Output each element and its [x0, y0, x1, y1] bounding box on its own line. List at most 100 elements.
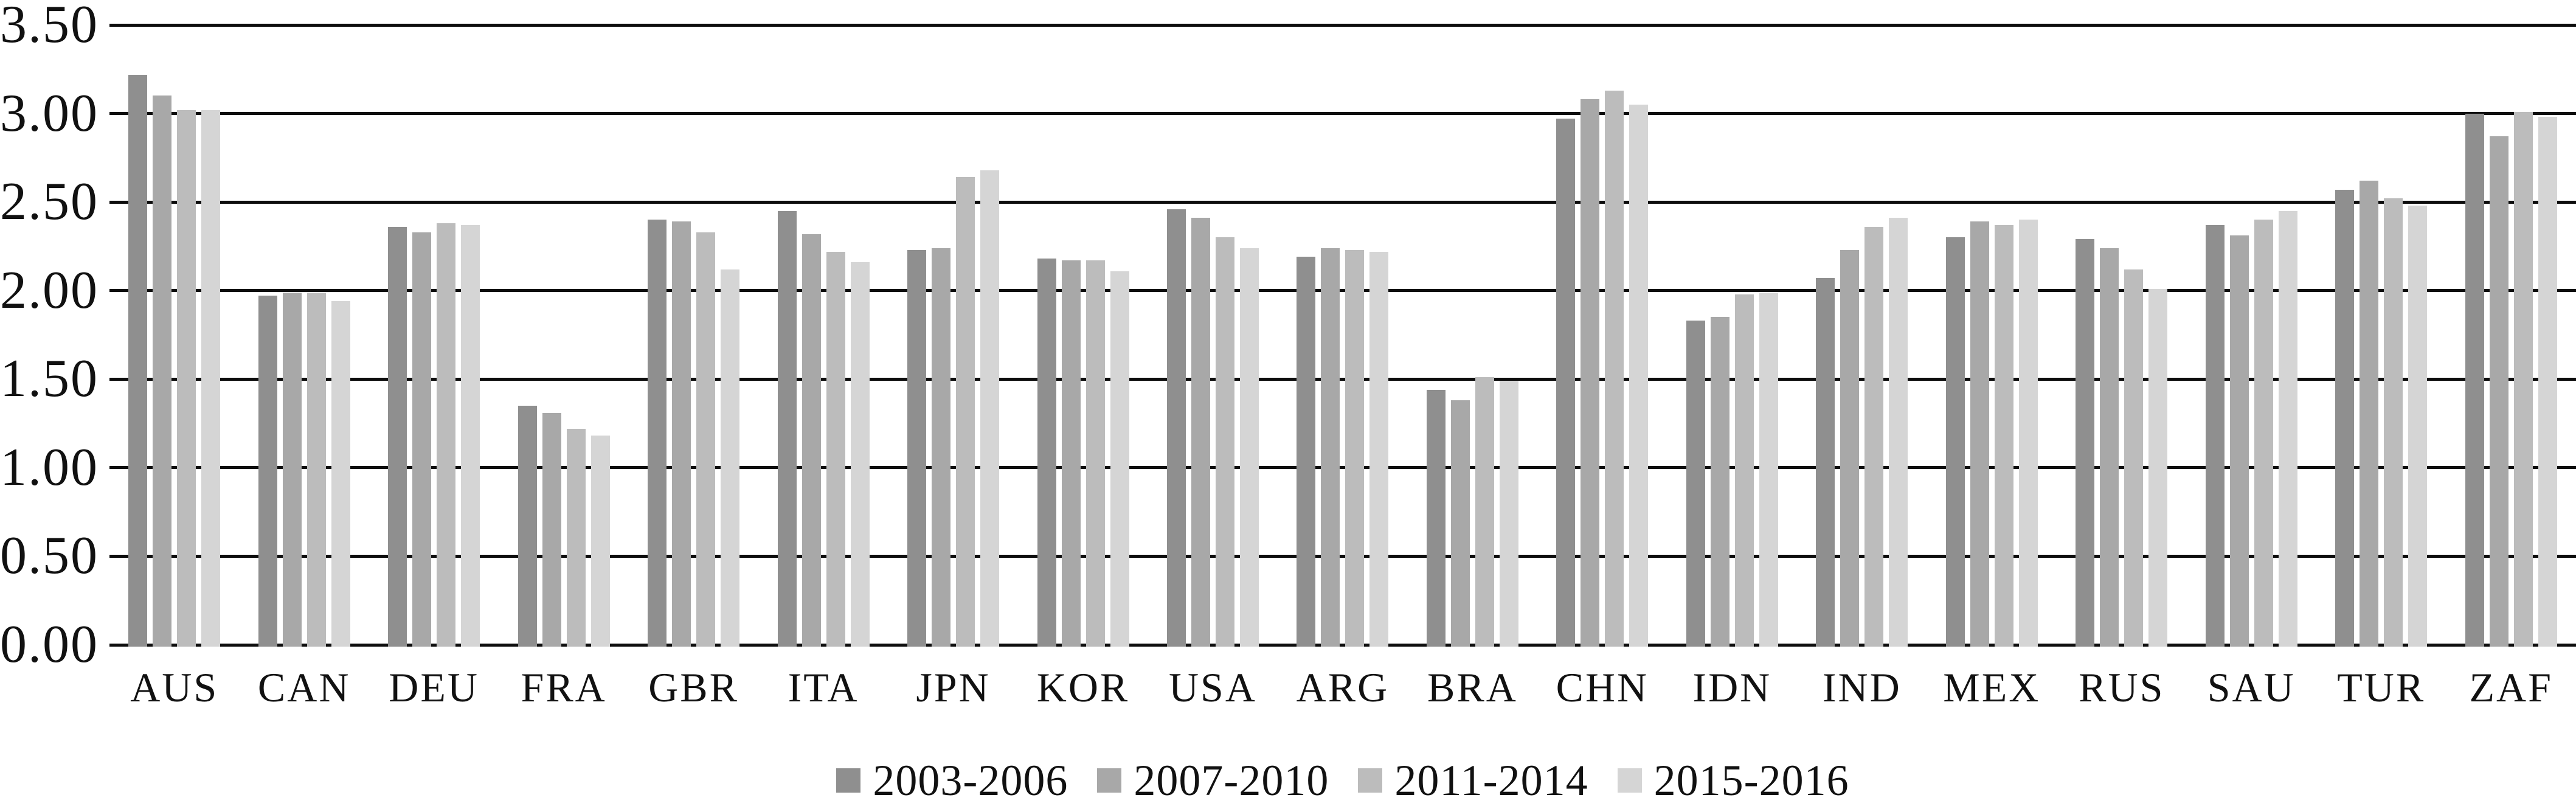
- x-tick-label-GBR: GBR: [648, 664, 739, 710]
- legend-item-2003-2006: 2003-2006: [836, 756, 1068, 805]
- bar-DEU-2003-2006: [388, 226, 407, 647]
- bar-TUR-2003-2006: [2335, 189, 2355, 647]
- bar-group-GBR: [629, 0, 758, 647]
- bar-CHN-2011-2014: [1605, 90, 1624, 647]
- x-tick-label-CAN: CAN: [257, 664, 351, 710]
- bar-AUS-2011-2014: [177, 109, 196, 647]
- x-tick-label-DEU: DEU: [389, 664, 480, 710]
- bar-CAN-2007-2010: [282, 292, 302, 647]
- bar-TUR-2007-2010: [2360, 181, 2379, 647]
- legend-swatch-icon: [836, 768, 861, 793]
- legend-item-2007-2010: 2007-2010: [1097, 756, 1329, 805]
- bar-BRA-2011-2014: [1475, 377, 1494, 647]
- bar-CHN-2003-2006: [1556, 119, 1576, 647]
- bar-CAN-2003-2006: [258, 296, 277, 647]
- bar-ITA-2003-2006: [777, 210, 797, 647]
- bar-KOR-2011-2014: [1085, 260, 1105, 647]
- x-tick-label-JPN: JPN: [916, 664, 991, 710]
- legend-swatch-icon: [1617, 768, 1642, 793]
- gridline-3.50: [109, 23, 2576, 27]
- bar-JPN-2011-2014: [956, 177, 975, 647]
- gridline-2.50: [109, 200, 2576, 204]
- bar-IDN-2015-2016: [1759, 292, 1778, 647]
- gridline-2.00: [109, 289, 2576, 293]
- bar-group-ARG: [1278, 0, 1407, 647]
- bar-group-AUS: [109, 0, 239, 647]
- x-tick-label-BRA: BRA: [1427, 664, 1518, 710]
- bar-CAN-2015-2016: [331, 301, 350, 647]
- bar-ARG-2011-2014: [1345, 249, 1365, 647]
- bar-RUS-2003-2006: [2076, 239, 2095, 647]
- bar-RUS-2011-2014: [2124, 269, 2144, 647]
- bar-IDN-2007-2010: [1710, 317, 1729, 647]
- legend-label: 2007-2010: [1134, 756, 1329, 805]
- gridline-3.00: [109, 112, 2576, 116]
- bar-group-IDN: [1667, 0, 1797, 647]
- bar-MEX-2011-2014: [1994, 225, 2013, 647]
- y-tick-label-2.00: 2.00: [0, 260, 99, 320]
- gridline-0.00: [109, 643, 2576, 647]
- bar-group-JPN: [888, 0, 1018, 647]
- bar-FRA-2015-2016: [590, 436, 610, 647]
- bar-group-CAN: [239, 0, 369, 647]
- y-tick-label-0.50: 0.50: [0, 526, 99, 586]
- legend-item-2015-2016: 2015-2016: [1617, 756, 1849, 805]
- x-tick-label-FRA: FRA: [521, 664, 607, 710]
- bar-USA-2011-2014: [1215, 237, 1234, 647]
- bar-RUS-2015-2016: [2148, 288, 2168, 647]
- bar-DEU-2015-2016: [461, 225, 480, 647]
- bar-GBR-2007-2010: [672, 221, 691, 647]
- bar-SAU-2015-2016: [2278, 210, 2297, 647]
- bar-ITA-2007-2010: [802, 234, 821, 647]
- bar-JPN-2003-2006: [907, 249, 927, 647]
- bar-group-USA: [1148, 0, 1278, 647]
- bar-IND-2011-2014: [1864, 226, 1884, 647]
- bar-group-SAU: [2187, 0, 2316, 647]
- legend-label: 2011-2014: [1394, 756, 1588, 805]
- bar-BRA-2015-2016: [1499, 381, 1518, 647]
- y-tick-label-3.50: 3.50: [0, 0, 99, 54]
- y-tick-label-1.00: 1.00: [0, 437, 99, 497]
- bar-CHN-2007-2010: [1581, 99, 1600, 647]
- plot-area: [109, 0, 2576, 647]
- gridline-1.00: [109, 466, 2576, 470]
- gridline-0.50: [109, 554, 2576, 558]
- bar-ARG-2015-2016: [1369, 251, 1389, 647]
- bar-group-ITA: [758, 0, 888, 647]
- bar-BRA-2007-2010: [1450, 400, 1470, 647]
- bar-ZAF-2015-2016: [2538, 117, 2557, 647]
- bar-group-KOR: [1018, 0, 1148, 647]
- bar-group-CHN: [1537, 0, 1667, 647]
- bar-GBR-2003-2006: [648, 220, 667, 647]
- bar-AUS-2003-2006: [128, 74, 148, 647]
- bar-MEX-2003-2006: [1945, 237, 1965, 647]
- bar-group-MEX: [1927, 0, 2057, 647]
- bar-JPN-2007-2010: [932, 248, 951, 647]
- gridline-1.50: [109, 377, 2576, 381]
- bar-IND-2007-2010: [1840, 249, 1860, 647]
- bar-FRA-2011-2014: [566, 428, 586, 647]
- legend-label: 2003-2006: [873, 756, 1068, 805]
- y-tick-label-3.00: 3.00: [0, 83, 99, 143]
- bar-ITA-2011-2014: [826, 251, 845, 647]
- bar-SAU-2007-2010: [2229, 235, 2249, 647]
- x-tick-label-IDN: IDN: [1692, 664, 1772, 710]
- legend-swatch-icon: [1097, 768, 1122, 793]
- bar-RUS-2007-2010: [2100, 248, 2119, 647]
- bar-group-BRA: [1408, 0, 1537, 647]
- x-tick-label-AUS: AUS: [130, 664, 219, 710]
- legend: 2003-2006 2007-2010 2011-2014 2015-2016: [109, 754, 2576, 806]
- bar-group-FRA: [499, 0, 628, 647]
- x-tick-label-ITA: ITA: [788, 664, 859, 710]
- bar-USA-2007-2010: [1191, 218, 1210, 647]
- bar-GBR-2011-2014: [696, 232, 716, 647]
- bar-FRA-2007-2010: [542, 412, 561, 647]
- bar-IDN-2003-2006: [1686, 321, 1705, 647]
- bar-group-ZAF: [2446, 0, 2575, 647]
- x-tick-label-MEX: MEX: [1943, 664, 2041, 710]
- x-axis: AUS CAN DEU FRA GBR ITA JPN KOR USA ARG BRA CHN IDN I…: [109, 662, 2576, 713]
- bar-ZAF-2011-2014: [2513, 111, 2533, 647]
- y-tick-label-1.50: 1.50: [0, 349, 99, 409]
- bar-USA-2003-2006: [1166, 209, 1186, 647]
